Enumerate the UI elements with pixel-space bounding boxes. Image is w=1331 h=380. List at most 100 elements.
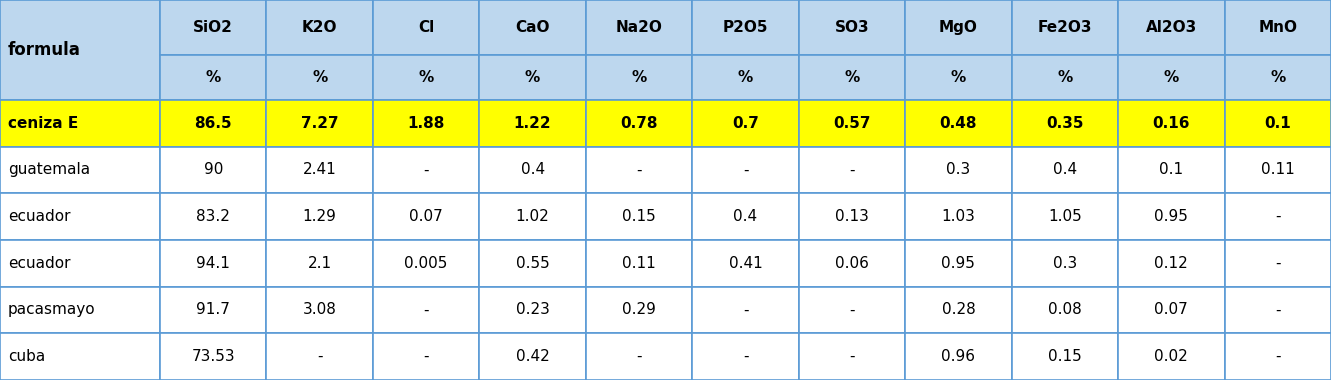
Bar bbox=[1012, 240, 1118, 287]
Text: 0.78: 0.78 bbox=[620, 116, 658, 131]
Text: MnO: MnO bbox=[1258, 20, 1298, 35]
Bar bbox=[160, 0, 266, 55]
Bar bbox=[1225, 193, 1331, 240]
Bar bbox=[799, 55, 905, 100]
Text: 0.11: 0.11 bbox=[1260, 163, 1295, 177]
Bar bbox=[1225, 100, 1331, 147]
Bar bbox=[799, 147, 905, 193]
Bar bbox=[1118, 193, 1225, 240]
Text: 0.08: 0.08 bbox=[1047, 302, 1082, 318]
Bar bbox=[1225, 240, 1331, 287]
Bar bbox=[0, 147, 160, 193]
Bar bbox=[692, 100, 799, 147]
Bar bbox=[586, 240, 692, 287]
Text: -: - bbox=[636, 163, 642, 177]
Text: 2.41: 2.41 bbox=[303, 163, 337, 177]
Bar bbox=[373, 333, 479, 380]
Text: formula: formula bbox=[8, 41, 81, 59]
Text: 0.4: 0.4 bbox=[520, 163, 544, 177]
Bar bbox=[266, 147, 373, 193]
Text: Cl: Cl bbox=[418, 20, 434, 35]
Text: %: % bbox=[311, 70, 327, 85]
Text: 90: 90 bbox=[204, 163, 222, 177]
Text: 0.42: 0.42 bbox=[515, 349, 550, 364]
Bar bbox=[905, 100, 1012, 147]
Text: -: - bbox=[1275, 209, 1280, 224]
Text: guatemala: guatemala bbox=[8, 163, 91, 177]
Text: -: - bbox=[423, 349, 429, 364]
Bar bbox=[160, 193, 266, 240]
Text: %: % bbox=[1057, 70, 1073, 85]
Bar bbox=[1012, 287, 1118, 333]
Text: 7.27: 7.27 bbox=[301, 116, 338, 131]
Bar bbox=[266, 55, 373, 100]
Text: 0.06: 0.06 bbox=[835, 256, 869, 271]
Bar bbox=[160, 100, 266, 147]
Text: %: % bbox=[737, 70, 753, 85]
Bar bbox=[905, 287, 1012, 333]
Bar bbox=[373, 0, 479, 55]
Text: %: % bbox=[631, 70, 647, 85]
Bar bbox=[373, 193, 479, 240]
Text: 0.12: 0.12 bbox=[1154, 256, 1189, 271]
Text: 1.05: 1.05 bbox=[1047, 209, 1082, 224]
Bar bbox=[266, 240, 373, 287]
Text: 0.57: 0.57 bbox=[833, 116, 870, 131]
Bar bbox=[373, 100, 479, 147]
Text: -: - bbox=[636, 349, 642, 364]
Text: 0.16: 0.16 bbox=[1153, 116, 1190, 131]
Bar bbox=[1118, 287, 1225, 333]
Bar bbox=[799, 333, 905, 380]
Bar bbox=[692, 240, 799, 287]
Bar bbox=[160, 147, 266, 193]
Bar bbox=[479, 100, 586, 147]
Text: 0.48: 0.48 bbox=[940, 116, 977, 131]
Bar bbox=[1225, 333, 1331, 380]
Text: -: - bbox=[1275, 302, 1280, 318]
Text: 0.29: 0.29 bbox=[622, 302, 656, 318]
Text: 91.7: 91.7 bbox=[196, 302, 230, 318]
Bar bbox=[799, 240, 905, 287]
Bar bbox=[799, 0, 905, 55]
Text: %: % bbox=[418, 70, 434, 85]
Text: 0.7: 0.7 bbox=[732, 116, 759, 131]
Text: 1.22: 1.22 bbox=[514, 116, 551, 131]
Text: Na2O: Na2O bbox=[616, 20, 663, 35]
Text: cuba: cuba bbox=[8, 349, 45, 364]
Text: %: % bbox=[524, 70, 540, 85]
Bar bbox=[586, 100, 692, 147]
Text: -: - bbox=[849, 302, 855, 318]
Bar bbox=[1225, 287, 1331, 333]
Bar bbox=[266, 100, 373, 147]
Text: -: - bbox=[743, 349, 748, 364]
Text: -: - bbox=[423, 302, 429, 318]
Bar bbox=[905, 193, 1012, 240]
Bar bbox=[586, 0, 692, 55]
Text: 0.28: 0.28 bbox=[941, 302, 976, 318]
Text: -: - bbox=[1275, 349, 1280, 364]
Text: 1.29: 1.29 bbox=[302, 209, 337, 224]
Bar bbox=[266, 193, 373, 240]
Text: 0.55: 0.55 bbox=[515, 256, 550, 271]
Text: -: - bbox=[849, 349, 855, 364]
Bar bbox=[160, 287, 266, 333]
Bar bbox=[266, 333, 373, 380]
Bar bbox=[479, 55, 586, 100]
Bar bbox=[0, 240, 160, 287]
Text: 0.95: 0.95 bbox=[1154, 209, 1189, 224]
Bar bbox=[586, 147, 692, 193]
Text: 0.15: 0.15 bbox=[1047, 349, 1082, 364]
Bar bbox=[586, 287, 692, 333]
Bar bbox=[692, 333, 799, 380]
Text: 0.41: 0.41 bbox=[728, 256, 763, 271]
Text: -: - bbox=[849, 163, 855, 177]
Bar bbox=[692, 193, 799, 240]
Text: 0.07: 0.07 bbox=[1154, 302, 1189, 318]
Bar bbox=[1118, 55, 1225, 100]
Text: MgO: MgO bbox=[938, 20, 978, 35]
Text: 0.07: 0.07 bbox=[409, 209, 443, 224]
Text: CaO: CaO bbox=[515, 20, 550, 35]
Text: K2O: K2O bbox=[302, 20, 338, 35]
Bar bbox=[799, 287, 905, 333]
Bar bbox=[586, 333, 692, 380]
